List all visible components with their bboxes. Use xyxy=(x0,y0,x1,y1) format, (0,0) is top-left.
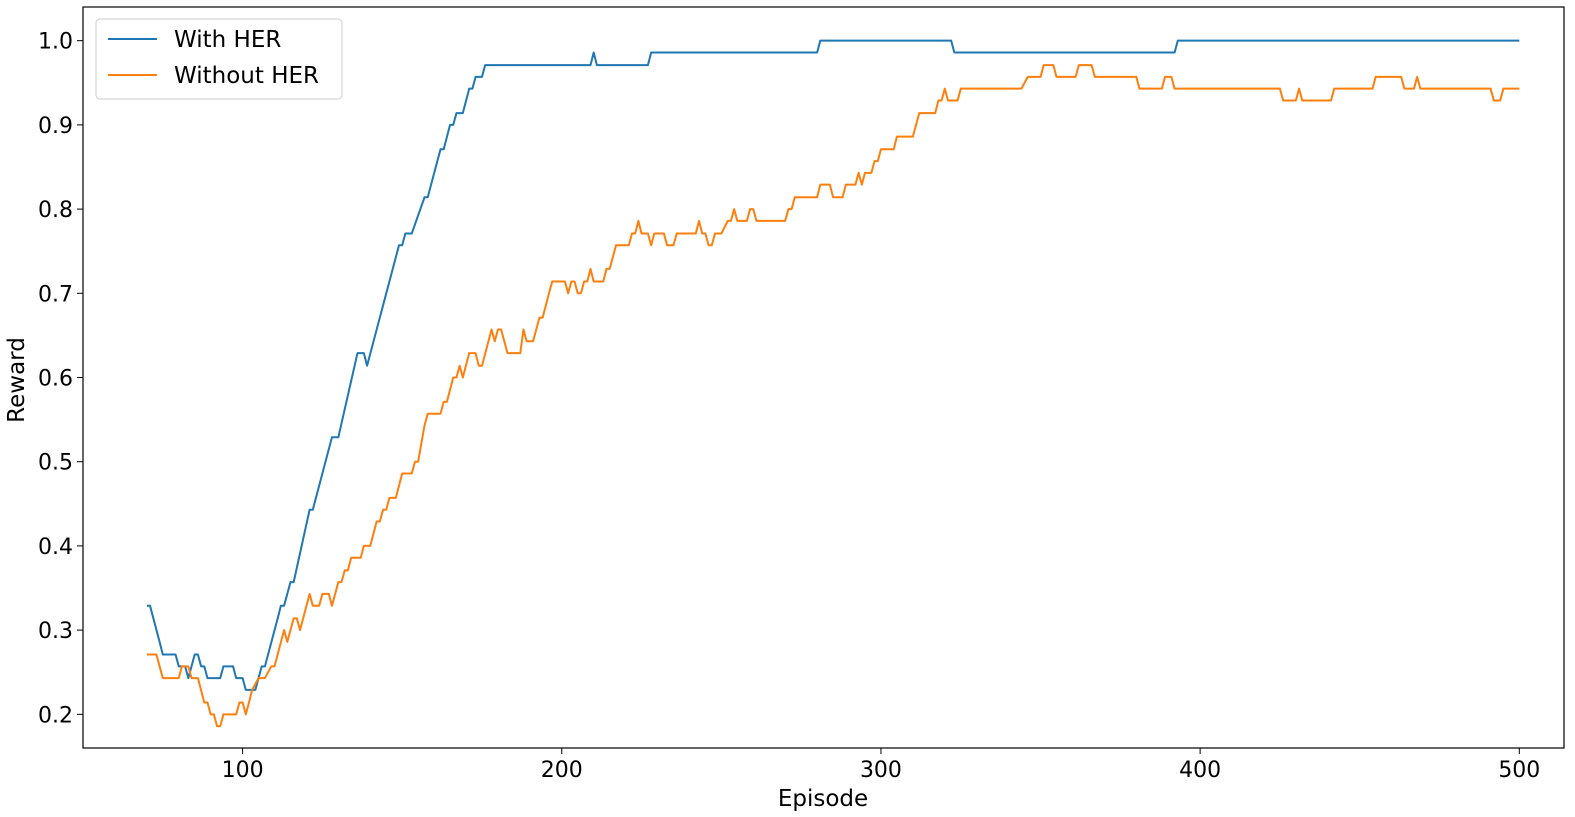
x-tick-label: 300 xyxy=(860,758,902,783)
x-tick-label: 100 xyxy=(222,758,264,783)
legend-label-with-her: With HER xyxy=(174,27,281,53)
y-tick-label: 0.4 xyxy=(38,535,73,560)
y-tick-label: 1.0 xyxy=(38,30,73,55)
y-tick-label: 0.5 xyxy=(38,451,73,476)
legend: With HER Without HER xyxy=(95,18,343,100)
series-line-with-her xyxy=(146,39,1520,691)
y-tick-label: 0.7 xyxy=(38,282,73,307)
y-axis-title: Reward xyxy=(4,337,30,423)
series-line-without-her xyxy=(146,64,1520,728)
y-tick-label: 0.2 xyxy=(38,703,73,728)
y-tick-label: 0.8 xyxy=(38,198,73,223)
legend-box xyxy=(95,18,343,100)
y-tick-label: 0.3 xyxy=(38,619,73,644)
legend-label-without-her: Without HER xyxy=(174,63,319,89)
y-axis: 0.2 0.3 0.4 0.5 0.6 0.7 0.8 0.9 1.0 xyxy=(38,30,83,728)
x-axis: 100 200 300 400 500 xyxy=(222,748,1540,783)
x-tick-label: 500 xyxy=(1498,758,1540,783)
x-tick-label: 200 xyxy=(541,758,583,783)
x-axis-title: Episode xyxy=(778,786,868,812)
series-layer xyxy=(146,39,1520,728)
y-tick-label: 0.6 xyxy=(38,367,73,392)
x-tick-label: 400 xyxy=(1179,758,1221,783)
y-tick-label: 0.9 xyxy=(38,114,73,139)
